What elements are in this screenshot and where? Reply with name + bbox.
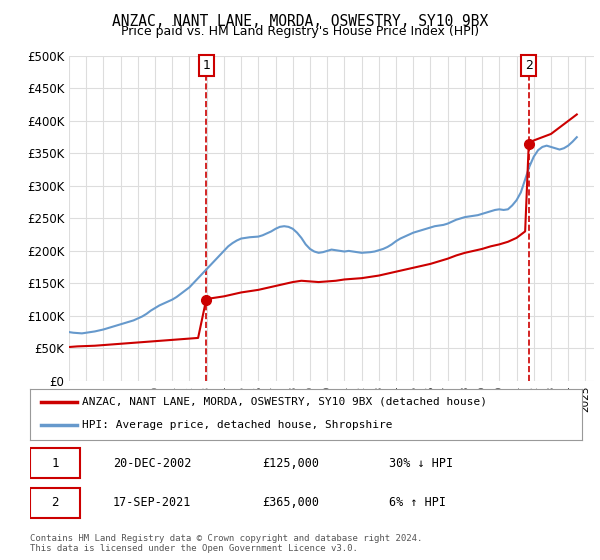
Text: ANZAC, NANT LANE, MORDA, OSWESTRY, SY10 9BX: ANZAC, NANT LANE, MORDA, OSWESTRY, SY10 … bbox=[112, 14, 488, 29]
Text: 2: 2 bbox=[51, 496, 59, 509]
Text: 1: 1 bbox=[202, 59, 210, 72]
FancyBboxPatch shape bbox=[30, 488, 80, 517]
Text: 20-DEC-2002: 20-DEC-2002 bbox=[113, 457, 191, 470]
Text: 6% ↑ HPI: 6% ↑ HPI bbox=[389, 496, 446, 509]
Text: HPI: Average price, detached house, Shropshire: HPI: Average price, detached house, Shro… bbox=[82, 421, 393, 431]
Text: Contains HM Land Registry data © Crown copyright and database right 2024.
This d: Contains HM Land Registry data © Crown c… bbox=[30, 534, 422, 553]
Text: 17-SEP-2021: 17-SEP-2021 bbox=[113, 496, 191, 509]
Text: 30% ↓ HPI: 30% ↓ HPI bbox=[389, 457, 453, 470]
Text: 1: 1 bbox=[51, 457, 59, 470]
Text: Price paid vs. HM Land Registry's House Price Index (HPI): Price paid vs. HM Land Registry's House … bbox=[121, 25, 479, 38]
Text: 2: 2 bbox=[525, 59, 533, 72]
FancyBboxPatch shape bbox=[30, 449, 80, 478]
Text: ANZAC, NANT LANE, MORDA, OSWESTRY, SY10 9BX (detached house): ANZAC, NANT LANE, MORDA, OSWESTRY, SY10 … bbox=[82, 397, 487, 407]
Text: £365,000: £365,000 bbox=[262, 496, 319, 509]
Text: £125,000: £125,000 bbox=[262, 457, 319, 470]
